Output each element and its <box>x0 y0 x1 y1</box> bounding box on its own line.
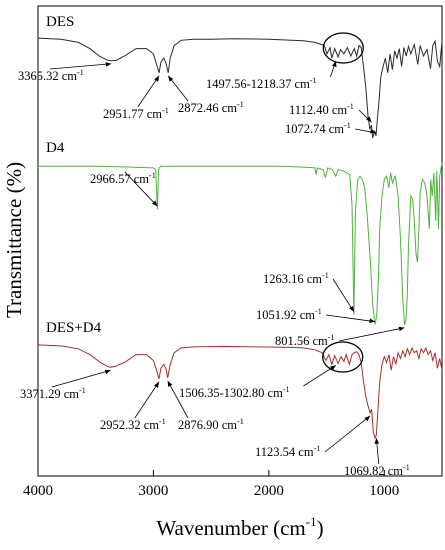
x-tick-label-3: 1000 <box>369 483 399 499</box>
peak-arrow-0 <box>49 63 112 70</box>
x-tick-label-0: 4000 <box>23 483 53 499</box>
peak-arrowhead-12 <box>167 380 173 387</box>
peak-arrow-13 <box>303 365 337 387</box>
peak-label-8: 1051.92 cm-1 <box>256 307 322 322</box>
peak-label-7: 1263.16 cm-1 <box>263 271 329 286</box>
series-label-2: DES+D4 <box>46 320 102 336</box>
peak-label-4: 1112.40 cm-1 <box>289 102 354 117</box>
peak-label-3: 1497.56-1218.37 cm-1 <box>206 76 316 91</box>
peak-label-14: 1123.54 cm-1 <box>255 444 320 459</box>
series-line-1 <box>38 162 443 325</box>
peak-label-9: 801.56 cm-1 <box>275 333 334 348</box>
series-line-2 <box>37 344 443 440</box>
peak-arrowhead-11 <box>154 381 159 388</box>
peak-arrowhead-3 <box>332 61 337 68</box>
peak-label-10: 3371.29 cm-1 <box>20 386 86 401</box>
y-axis-label: Transmittance (%) <box>2 162 26 318</box>
peak-arrowhead-0 <box>105 62 112 67</box>
peak-label-1: 2951.77 cm-1 <box>103 106 169 121</box>
peak-label-12: 2876.90 cm-1 <box>178 417 244 432</box>
peak-arrow-12 <box>167 380 189 419</box>
series-label-1: D4 <box>46 140 65 156</box>
peak-arrow-6 <box>124 171 158 207</box>
peak-arrowhead-13 <box>329 365 336 371</box>
peak-arrowhead-14 <box>364 415 371 422</box>
peak-arrowhead-6 <box>151 200 158 207</box>
peak-arrowhead-5 <box>369 128 376 134</box>
peak-label-6: 2966.57 cm-1 <box>90 171 156 186</box>
peak-arrowhead-10 <box>104 369 111 375</box>
peak-arrow-11 <box>134 381 160 419</box>
annotation-layer: 3365.32 cm-1 2951.77 cm-1 2872.46 cm-1 1497… <box>18 60 410 478</box>
peak-arrowhead-1 <box>154 75 160 82</box>
peak-label-13: 1506.35-1302.80 cm-1 <box>179 385 289 400</box>
x-tick-label-2: 2000 <box>254 483 284 499</box>
peak-arrow-7 <box>332 278 355 313</box>
peak-label-2: 2872.46 cm-1 <box>178 100 244 115</box>
peak-arrow-8 <box>325 314 376 323</box>
peak-label-5: 1072.74 cm-1 <box>285 121 351 136</box>
x-axis-label: Wavenumber (cm-1) <box>156 514 323 540</box>
peak-arrow-9 <box>339 327 405 342</box>
peak-arrow-10 <box>51 369 111 388</box>
peak-arrowhead-7 <box>349 305 354 312</box>
series-label-0: DES <box>46 14 74 30</box>
peak-label-0: 3365.32 cm-1 <box>18 68 84 83</box>
x-tick-label-1: 3000 <box>138 483 168 499</box>
series-line-0 <box>37 37 443 139</box>
peak-label-11: 2952.32 cm-1 <box>100 417 166 432</box>
highlight-circle-1 <box>322 341 364 373</box>
peak-arrowhead-15 <box>374 438 380 444</box>
peak-arrowhead-9 <box>398 326 405 332</box>
plot-frame <box>37 5 443 477</box>
x-axis-ticks: 4000 3000 2000 1000 <box>23 470 399 499</box>
peak-arrow-14 <box>324 415 371 453</box>
peak-arrowhead-8 <box>369 318 376 323</box>
peak-arrow-1 <box>137 75 160 108</box>
highlight-circle-0 <box>322 32 364 64</box>
series-layer: DES D4 DES+D4 <box>37 14 443 440</box>
peak-label-15: 1069.82 cm-1 <box>344 463 410 478</box>
peak-arrowhead-4 <box>366 116 372 123</box>
peak-arrowhead-2 <box>168 75 174 82</box>
